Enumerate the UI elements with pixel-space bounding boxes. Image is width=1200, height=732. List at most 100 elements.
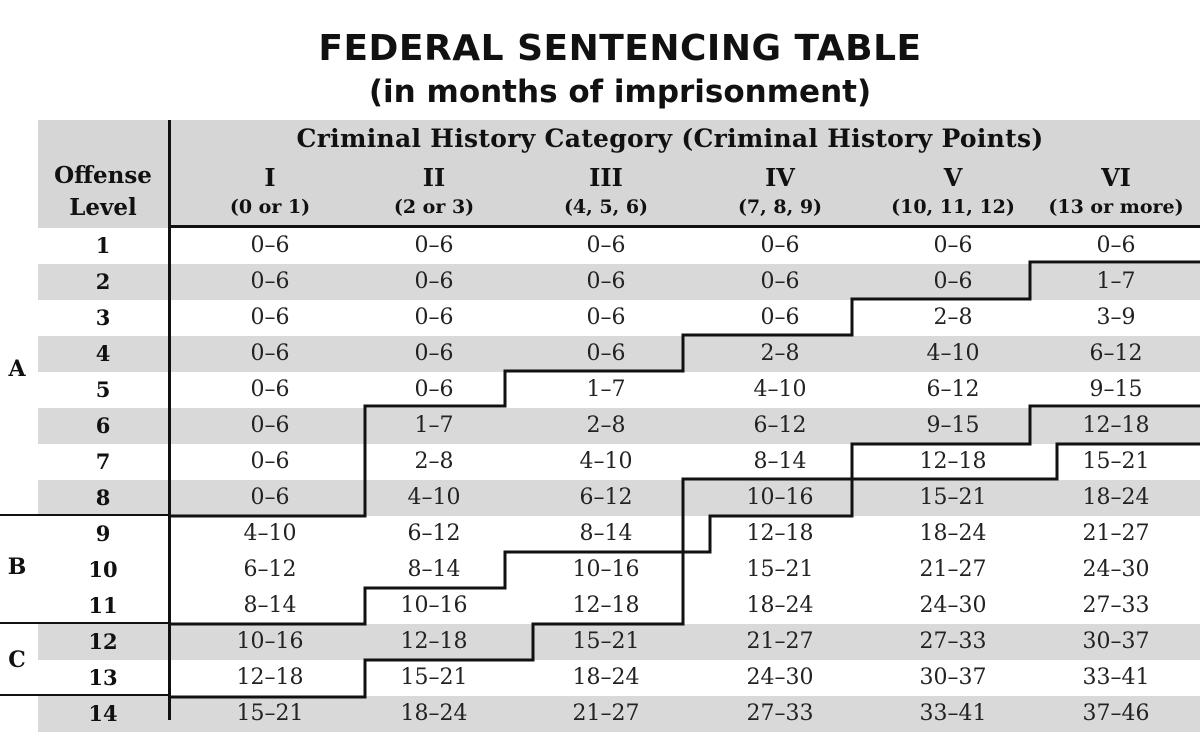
range-cell: 10–16 (572, 557, 640, 582)
range-cell: 15–21 (919, 485, 987, 510)
table-row: 1 0–6 0–6 0–6 0–6 0–6 0–6 (0, 228, 1200, 264)
column-category-label: II (422, 163, 446, 192)
zone-c-boundary (170, 442, 1200, 699)
zone-b-label: B (7, 554, 27, 580)
column-category-label: III (589, 163, 623, 192)
range-cell: 0–6 (586, 269, 626, 294)
row-band (38, 624, 1200, 660)
range-cell: 4–10 (407, 485, 461, 510)
column-points-label: (4, 5, 6) (563, 196, 649, 218)
offense-level-cell: 8 (95, 485, 111, 510)
range-cell: 0–6 (414, 233, 454, 258)
table-row: 5 0–6 0–6 1–7 4–10 6–12 9–15 (0, 372, 1200, 408)
range-cell: 0–6 (250, 305, 290, 330)
range-cell: 12–18 (236, 665, 304, 690)
zone-c-label: C (8, 647, 26, 673)
table-row: 9 4–10 6–12 8–14 12–18 18–24 21–27 (0, 516, 1200, 552)
range-cell: 2–8 (414, 449, 454, 474)
offense-level-cell: 5 (95, 377, 111, 402)
range-cell: 8–14 (753, 449, 807, 474)
range-cell: 12–18 (746, 521, 814, 546)
offense-level-heading-line1: Offense (54, 162, 152, 189)
range-cell: 15–21 (400, 665, 468, 690)
table-row: 4 0–6 0–6 0–6 2–8 4–10 6–12 (0, 336, 1200, 372)
table-row: 10 6–12 8–14 10–16 15–21 21–27 24–30 (0, 552, 1200, 588)
zone-b-boundary (170, 404, 1200, 626)
row-band (38, 336, 1200, 372)
range-cell: 1–7 (414, 413, 454, 438)
offense-level-cell: 7 (95, 449, 111, 474)
range-cell: 12–18 (572, 593, 640, 618)
range-cell: 12–18 (919, 449, 987, 474)
range-cell: 2–8 (760, 341, 800, 366)
offense-level-cell: 9 (95, 521, 111, 546)
table-row: 8 0–6 4–10 6–12 10–16 15–21 18–24 (0, 480, 1200, 516)
offense-level-cell: 11 (88, 593, 118, 618)
offense-level-cell: 1 (95, 233, 111, 258)
range-cell: 0–6 (250, 485, 290, 510)
offense-level-cell: 4 (95, 341, 111, 366)
table-row: 13 12–18 15–21 18–24 24–30 30–37 33–41 (0, 660, 1200, 696)
range-cell: 1–7 (586, 377, 626, 402)
table-row: 11 8–14 10–16 12–18 18–24 24–30 27–33 (0, 588, 1200, 624)
range-cell: 21–27 (746, 629, 814, 654)
range-cell: 6–12 (243, 557, 297, 582)
range-cell: 6–12 (1089, 341, 1143, 366)
table-row: 7 0–6 2–8 4–10 8–14 12–18 15–21 (0, 444, 1200, 480)
range-cell: 24–30 (919, 593, 987, 618)
range-cell: 30–37 (919, 665, 987, 690)
range-cell: 24–30 (1082, 557, 1150, 582)
range-cell: 0–6 (414, 269, 454, 294)
range-cell: 0–6 (586, 305, 626, 330)
range-cell: 0–6 (1096, 233, 1136, 258)
range-cell: 30–37 (1082, 629, 1150, 654)
range-cell: 6–12 (926, 377, 980, 402)
range-cell: 0–6 (250, 377, 290, 402)
range-cell: 4–10 (243, 521, 297, 546)
row-band (38, 408, 1200, 444)
range-cell: 4–10 (579, 449, 633, 474)
zone-divider-a-b (0, 514, 170, 516)
range-cell: 6–12 (753, 413, 807, 438)
range-cell: 10–16 (236, 629, 304, 654)
range-cell: 0–6 (414, 305, 454, 330)
range-cell: 0–6 (760, 269, 800, 294)
range-cell: 0–6 (250, 449, 290, 474)
table-row: 3 0–6 0–6 0–6 0–6 2–8 3–9 (0, 300, 1200, 336)
range-cell: 2–8 (586, 413, 626, 438)
range-cell: 0–6 (250, 269, 290, 294)
range-cell: 2–8 (933, 305, 973, 330)
offense-level-cell: 3 (95, 305, 111, 330)
column-category-label: I (264, 163, 276, 192)
range-cell: 0–6 (586, 341, 626, 366)
range-cell: 8–14 (243, 593, 297, 618)
range-cell: 0–6 (250, 413, 290, 438)
range-cell: 15–21 (1082, 449, 1150, 474)
zone-divider-b-c (0, 622, 170, 624)
offense-level-cell: 12 (88, 629, 118, 654)
range-cell: 8–14 (579, 521, 633, 546)
range-cell: 9–15 (926, 413, 980, 438)
table-row: 6 0–6 1–7 2–8 6–12 9–15 12–18 (0, 408, 1200, 444)
range-cell: 0–6 (933, 269, 973, 294)
range-cell: 0–6 (250, 233, 290, 258)
range-cell: 4–10 (753, 377, 807, 402)
column-category-label: IV (765, 163, 795, 192)
range-cell: 24–30 (746, 665, 814, 690)
range-cell: 4–10 (926, 341, 980, 366)
range-cell: 18–24 (746, 593, 814, 618)
offense-level-cell: 10 (88, 557, 118, 582)
range-cell: 12–18 (1082, 413, 1150, 438)
table-row: 2 0–6 0–6 0–6 0–6 0–6 1–7 (0, 264, 1200, 300)
range-cell: 18–24 (1082, 485, 1150, 510)
range-cell: 18–24 (572, 665, 640, 690)
zone-divider-c-d (0, 694, 170, 696)
criminal-history-category-heading: Criminal History Category (Criminal Hist… (296, 124, 1044, 153)
row-band (38, 264, 1200, 300)
range-cell: 0–6 (760, 233, 800, 258)
offense-level-divider (168, 120, 171, 720)
zone-a-label: A (8, 356, 26, 382)
range-cell: 3–9 (1096, 305, 1136, 330)
range-cell: 0–6 (933, 233, 973, 258)
